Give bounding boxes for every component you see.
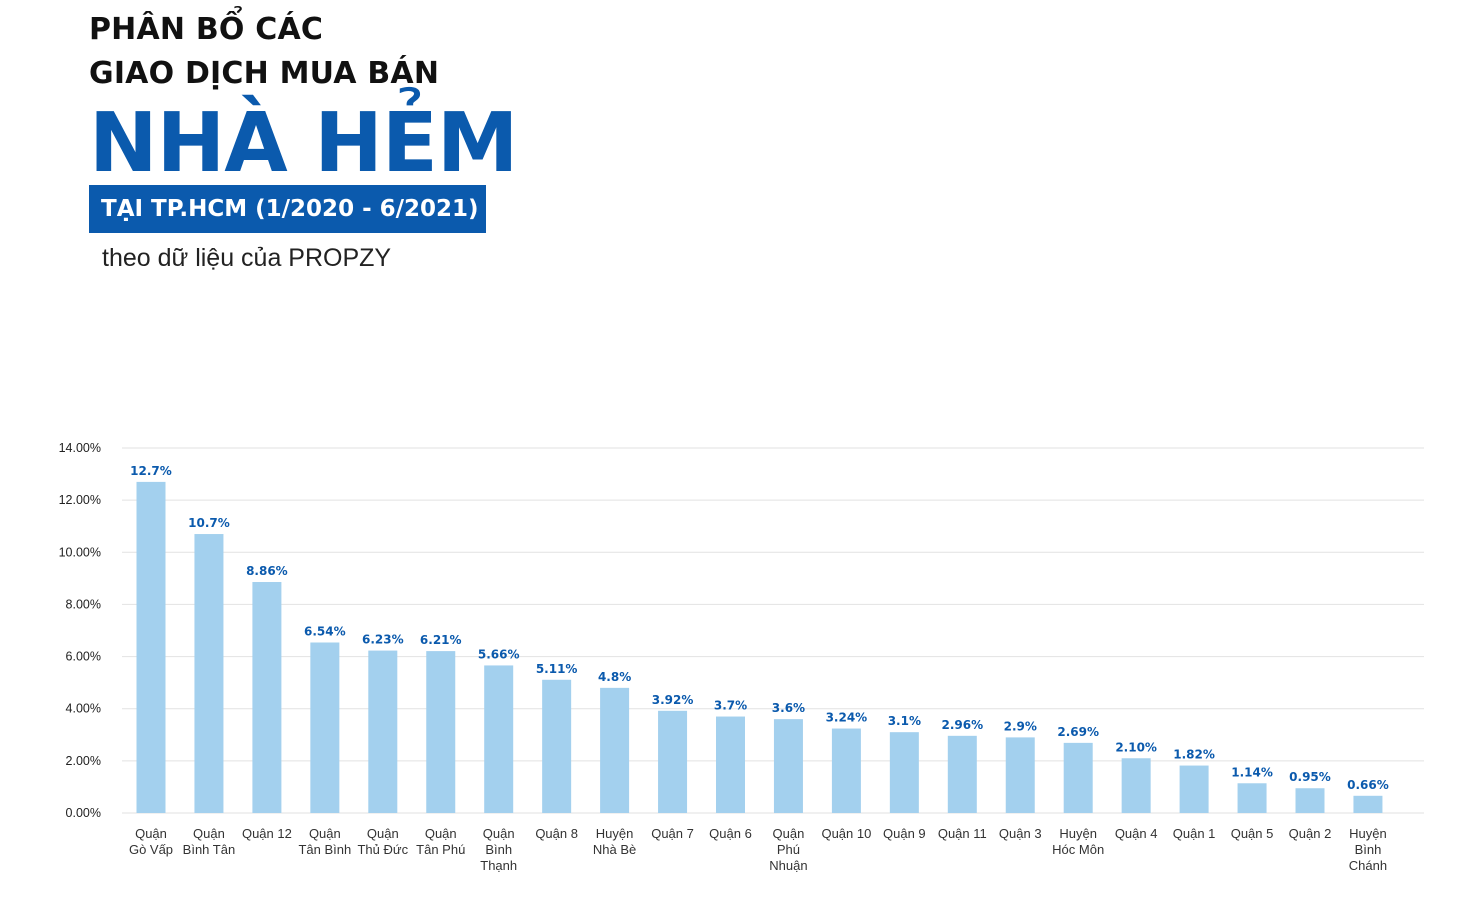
x-tick-label: Quận Tân Bình	[298, 826, 351, 857]
bar-value-label: 12.7%	[130, 464, 172, 478]
bar-value-label: 4.8%	[598, 670, 631, 684]
bar-value-label: 2.10%	[1115, 740, 1157, 754]
x-tick-label: Quận 10	[821, 826, 871, 841]
bar	[600, 687, 630, 813]
bar	[310, 642, 340, 813]
x-tick-label: Quận 3	[999, 826, 1042, 841]
bar-value-label: 5.11%	[536, 662, 578, 676]
bar	[716, 716, 745, 813]
bar	[1005, 737, 1035, 813]
bar-value-label: 2.9%	[1004, 719, 1037, 733]
title-highlight: NHÀ HẺM	[89, 96, 519, 191]
bar-value-label: 3.7%	[714, 699, 747, 713]
bar	[368, 650, 398, 813]
y-tick-label: 4.00%	[66, 702, 101, 716]
x-tick-label: Quận 11	[938, 826, 987, 841]
bar	[194, 534, 224, 813]
title-date-band: TẠI TP.HCM (1/2020 - 6/2021)	[89, 185, 486, 233]
y-tick-label: 12.00%	[59, 493, 101, 507]
x-tick-label: Quận Gò Vấp	[129, 826, 173, 857]
bar	[484, 665, 514, 813]
bar	[1063, 742, 1093, 813]
bar	[1237, 783, 1267, 813]
bar	[136, 481, 166, 813]
x-tick-label: Quận 4	[1115, 826, 1158, 841]
bar	[889, 732, 919, 813]
x-tick-label: Huyện Hóc Môn	[1052, 826, 1104, 857]
bar	[252, 582, 282, 813]
bar-value-label: 3.6%	[772, 701, 805, 715]
y-tick-label: 6.00%	[66, 650, 101, 664]
x-tick-label: Huyện Bình Chánh	[1349, 826, 1387, 873]
x-tick-label: Quận 5	[1231, 826, 1274, 841]
y-tick-label: 8.00%	[66, 597, 101, 611]
x-tick-label: Quận 1	[1173, 826, 1216, 841]
x-tick-label: Quận 12	[242, 826, 292, 841]
bar-value-label: 3.92%	[652, 693, 694, 707]
bar-value-label: 3.24%	[826, 711, 868, 725]
bar-value-label: 3.1%	[888, 714, 921, 728]
x-tick-label: Quận Thủ Đức	[357, 826, 408, 857]
bar	[773, 719, 803, 813]
bar-value-label: 1.82%	[1173, 748, 1215, 762]
bar	[658, 710, 688, 813]
labels: 0.00% 2.00% 4.00% 6.00% 8.00% 10.00% 12.00% 14.…	[59, 441, 1389, 873]
x-tick-label: Quận 8	[535, 826, 578, 841]
bar	[1353, 795, 1383, 813]
bar-value-label: 0.66%	[1347, 778, 1389, 792]
y-tick-label: 14.00%	[59, 441, 101, 455]
bar	[831, 728, 861, 813]
bar-value-label: 6.21%	[420, 633, 462, 647]
bar-value-label: 10.7%	[188, 516, 230, 530]
chart-subtitle: theo dữ liệu của PROPZY	[102, 244, 392, 272]
bar-value-label: 2.69%	[1057, 725, 1099, 739]
title-line-2: GIAO DỊCH MUA BÁN	[89, 56, 440, 91]
title-line-1: PHÂN BỔ CÁC	[89, 12, 324, 47]
x-tick-label: Quận Phú Nhuận	[769, 826, 807, 873]
y-tick-label: 0.00%	[66, 806, 101, 820]
bar	[1179, 765, 1209, 813]
bar-value-label: 6.23%	[362, 633, 404, 647]
y-tick-label: 10.00%	[59, 545, 101, 559]
bar-value-label: 0.95%	[1289, 770, 1331, 784]
x-tick-label: Quận 9	[883, 826, 926, 841]
bar	[426, 651, 456, 813]
bar-value-label: 2.96%	[941, 718, 983, 732]
bars	[136, 481, 1383, 813]
x-tick-label: Quận Bình Tân	[183, 826, 236, 857]
x-tick-label: Huyện Nhà Bè	[593, 826, 636, 857]
bar-value-label: 5.66%	[478, 647, 520, 661]
x-tick-label: Quận 7	[651, 826, 694, 841]
x-tick-label: Quận Tân Phú	[416, 826, 465, 857]
bar	[542, 679, 572, 813]
x-tick-label: Quận 2	[1289, 826, 1332, 841]
bar-value-label: 1.14%	[1231, 765, 1273, 779]
x-tick-label: Quận 6	[709, 826, 752, 841]
bar	[1295, 788, 1325, 813]
bar-value-label: 6.54%	[304, 624, 346, 638]
bar	[1121, 758, 1151, 813]
title-block: PHÂN BỔ CÁC GIAO DỊCH MUA BÁN	[89, 8, 439, 96]
y-tick-label: 2.00%	[66, 754, 101, 768]
bar	[947, 735, 977, 813]
bar-value-label: 8.86%	[246, 564, 288, 578]
x-tick-label: Quận Bình Thạnh	[480, 826, 517, 873]
